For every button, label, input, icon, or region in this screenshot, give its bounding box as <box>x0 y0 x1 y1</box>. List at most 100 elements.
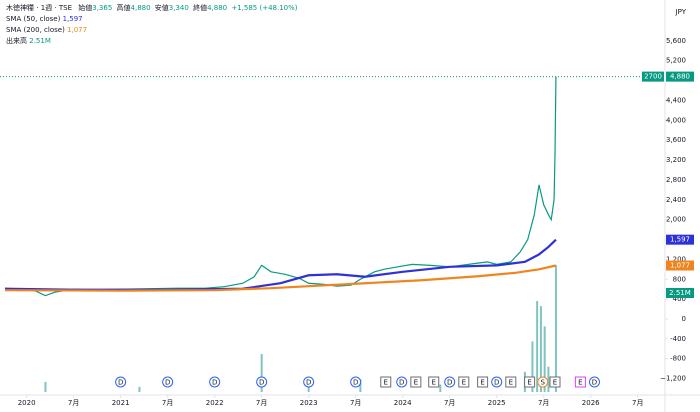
legend-entry: SMA (200, close) 1,077 <box>6 26 87 34</box>
legend-entry: 出来高 2.51M <box>6 36 51 45</box>
event-label: E <box>462 379 466 387</box>
price-tag-label: 1,597 <box>670 236 690 244</box>
y-tick-label: 5,200 <box>666 57 686 65</box>
y-tick-label: −1,200 <box>660 375 686 383</box>
ohlc-value: 4,880 <box>131 4 151 12</box>
y-tick-label: -800 <box>670 355 686 363</box>
ohlc-label: 始値 <box>78 3 92 12</box>
y-tick-label: 4,400 <box>666 96 686 104</box>
event-marker <box>410 376 422 388</box>
y-tick-label: 2,800 <box>666 176 686 184</box>
y-tick-label: 4,000 <box>666 116 686 124</box>
event-marker <box>428 376 440 388</box>
event-marker <box>162 376 174 388</box>
event-marker <box>458 376 470 388</box>
price-tag <box>666 71 694 82</box>
exchange: TSE <box>58 4 72 12</box>
ohlc-label: 安値 <box>155 3 169 12</box>
legend-name: SMA (50, close) <box>6 15 61 23</box>
legend-value: 1,077 <box>67 26 87 34</box>
event-label: E <box>414 379 418 387</box>
volume-bar <box>138 386 141 392</box>
event-label: E <box>527 379 531 387</box>
y-tick-label: -400 <box>670 335 686 343</box>
volume-bar <box>539 306 542 392</box>
event-label: E <box>509 379 513 387</box>
volume-bar <box>531 341 534 392</box>
event-label: D <box>165 379 170 387</box>
x-tick-label: 2026 <box>582 399 600 407</box>
volume-bar <box>543 326 546 392</box>
event-marker <box>574 376 586 388</box>
y-tick-label: 400 <box>673 295 686 303</box>
symbol: 木徳神糧 <box>6 3 34 12</box>
event-marker <box>549 376 561 388</box>
legend-value: 2.51M <box>29 37 51 45</box>
header: 木徳神糧 · 1週 · TSE 始値3,365 高値4,880 安値3,340 … <box>6 3 298 12</box>
y-tick-label: 5,600 <box>666 37 686 45</box>
x-tick-label: 7月 <box>256 399 267 407</box>
legend-name: SMA (200, close) <box>6 26 65 34</box>
event-label: D <box>399 379 404 387</box>
volume-bar <box>547 366 550 392</box>
x-tick-label: 7月 <box>162 399 173 407</box>
volume-bar <box>260 354 263 392</box>
y-tick-label: 2,000 <box>666 216 686 224</box>
ohlc-value: 3,365 <box>92 4 112 12</box>
x-tick-label: 2024 <box>394 399 412 407</box>
x-tick-label: 7月 <box>444 399 455 407</box>
x-tick-label: 2025 <box>488 399 506 407</box>
event-label: D <box>306 379 311 387</box>
event-marker <box>209 376 221 388</box>
x-tick-label: 7月 <box>632 399 643 407</box>
event-marker <box>444 376 456 388</box>
y-tick-label: 3,600 <box>666 136 686 144</box>
event-label: E <box>578 379 582 387</box>
y-tick-label: 800 <box>673 275 686 283</box>
event-label: D <box>118 379 123 387</box>
price-tag-label: 4,880 <box>670 73 690 81</box>
event-label: D <box>259 379 264 387</box>
event-label: D <box>494 379 499 387</box>
event-marker <box>396 376 408 388</box>
price-tag <box>666 260 694 271</box>
event-marker <box>350 376 362 388</box>
volume-bar <box>439 384 442 392</box>
x-tick-label: 2023 <box>300 399 318 407</box>
volume-bar <box>44 381 47 392</box>
countdown-tag <box>642 71 664 82</box>
interval: 1週 <box>41 3 52 12</box>
ohlc-label: 高値 <box>117 3 131 12</box>
volume-bar <box>554 265 557 392</box>
legend-name: 出来高 <box>6 36 27 45</box>
sma-line <box>4 264 557 292</box>
ohlc-label: 終値 <box>193 3 207 12</box>
volume-bar <box>359 379 362 392</box>
x-tick-label: 2021 <box>112 399 130 407</box>
price-tag <box>666 288 694 298</box>
event-label: E <box>431 379 435 387</box>
ohlc-value: 4,880 <box>207 4 227 12</box>
price-tag <box>666 234 694 245</box>
event-label: E <box>480 379 484 387</box>
volume-bar <box>536 301 539 392</box>
x-tick-label: 7月 <box>538 399 549 407</box>
countdown: 2700 <box>644 73 662 81</box>
event-marker <box>477 376 489 388</box>
event-marker <box>505 376 517 388</box>
event-label: S <box>541 379 546 387</box>
event-marker <box>588 376 600 388</box>
price-tag-label: 2.51M <box>669 289 691 297</box>
x-tick-label: 7月 <box>350 399 361 407</box>
ohlc-value: 3,340 <box>169 4 189 12</box>
event-marker <box>115 376 127 388</box>
x-tick-label: 2020 <box>18 399 36 407</box>
event-label: D <box>447 379 452 387</box>
y-tick-label: 3,200 <box>666 156 686 164</box>
y-tick-label: 2,400 <box>666 196 686 204</box>
event-label: D <box>592 379 597 387</box>
event-marker <box>256 376 268 388</box>
event-marker <box>524 376 536 388</box>
currency: JPY <box>675 8 687 16</box>
